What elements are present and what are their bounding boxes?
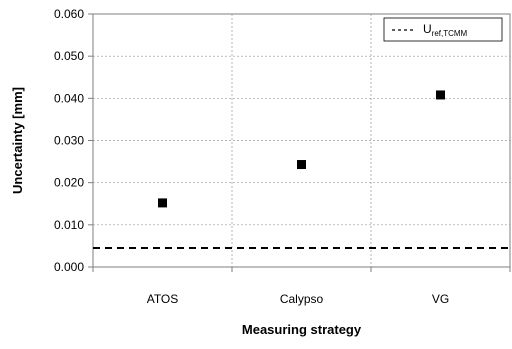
grid-layer [88, 13, 511, 272]
x-axis-title: Measuring strategy [242, 322, 362, 337]
y-axis-title: Uncertainty [mm] [10, 87, 25, 194]
x-tick-labels: ATOS Calypso VG [147, 292, 449, 306]
legend-box [383, 17, 503, 42]
legend-label-main: U [423, 22, 432, 36]
y-tick-label: 0.000 [54, 260, 84, 274]
y-tick-label: 0.050 [54, 49, 84, 63]
data-point [436, 90, 445, 100]
data-point [158, 198, 167, 208]
x-tick-label: ATOS [147, 292, 179, 306]
data-point [297, 160, 306, 170]
data-points-layer [158, 90, 445, 208]
y-tick-label: 0.040 [54, 91, 84, 105]
x-tick-label: VG [432, 292, 449, 306]
y-tick-label: 0.020 [54, 176, 84, 190]
y-tick-labels: 0.000 0.010 0.020 0.030 0.040 0.050 0.060 [54, 7, 84, 274]
legend-label: Uref,TCMM [423, 22, 468, 38]
y-tick-label: 0.010 [54, 218, 84, 232]
plot-frame [92, 13, 511, 268]
x-tick-label: Calypso [280, 292, 324, 306]
legend-label-subscript: ref,TCMM [432, 29, 468, 38]
y-tick-label: 0.030 [54, 134, 84, 148]
y-tick-label: 0.060 [54, 7, 84, 21]
legend: Uref,TCMM [383, 17, 503, 42]
